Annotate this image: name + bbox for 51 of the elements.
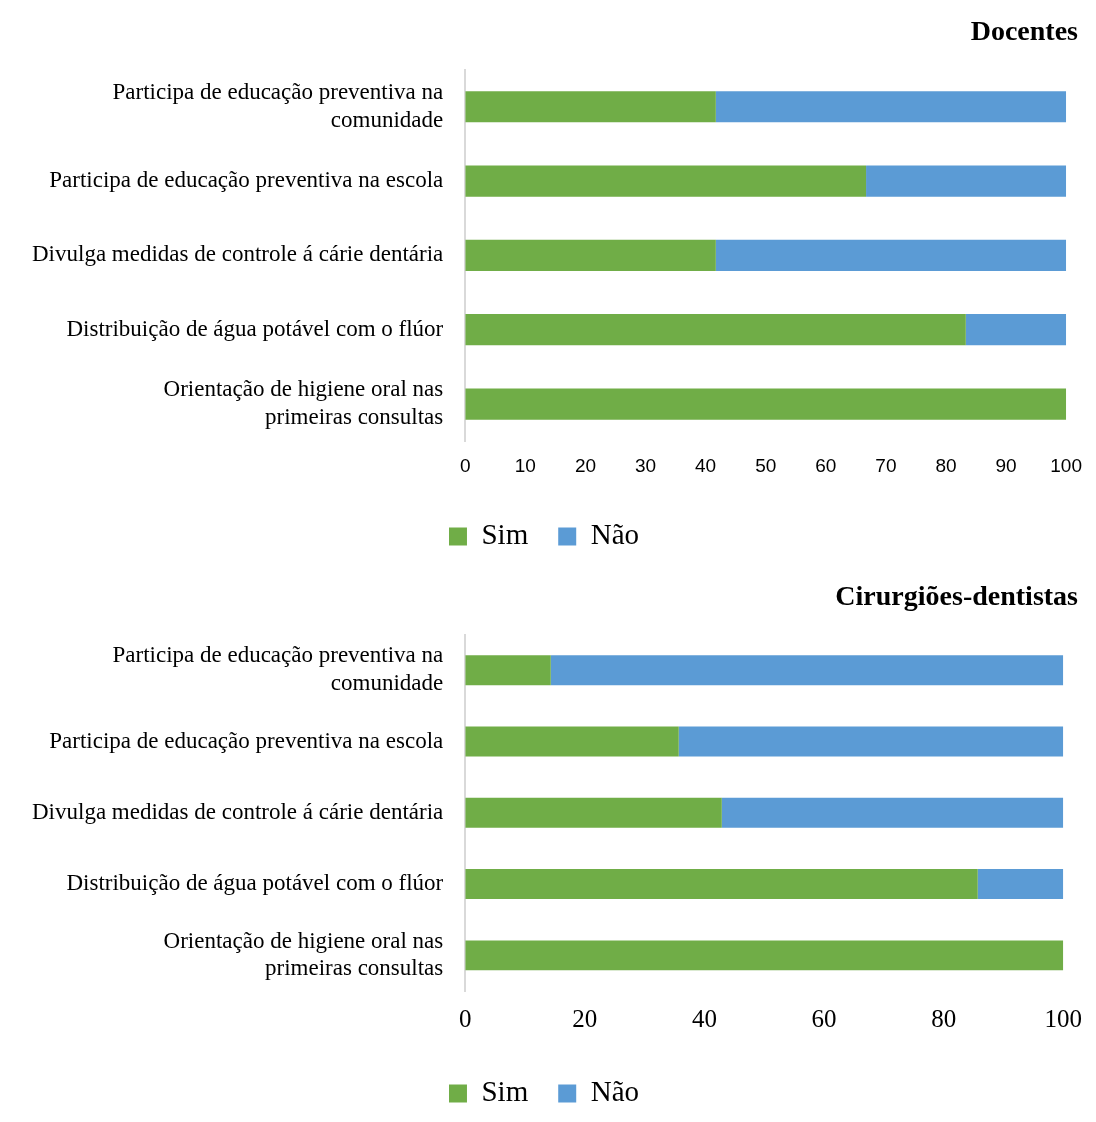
x-tick-label: 50 xyxy=(755,454,777,476)
x-tick-label: 40 xyxy=(691,1004,717,1032)
bar xyxy=(465,91,716,123)
x-tick-label: 70 xyxy=(875,454,897,476)
y-tick-label: Participa de educação preventiva na comunidade xyxy=(112,79,444,132)
bar xyxy=(465,239,716,272)
legend-label: Sim xyxy=(481,518,529,551)
legend-label: Sim xyxy=(481,1075,529,1108)
bar xyxy=(678,726,1064,757)
y-tick-label: Participa de educação preventiva na comunidade xyxy=(112,642,444,696)
x-tick-label: 90 xyxy=(995,454,1017,476)
x-tick-label: 60 xyxy=(811,1004,837,1032)
legend-label: Não xyxy=(590,518,640,551)
x-tick-label: 20 xyxy=(572,1004,598,1032)
x-tick-label: 0 xyxy=(459,454,471,476)
bar xyxy=(965,314,1067,346)
bar xyxy=(715,91,1067,123)
x-tick-label: 40 xyxy=(695,454,717,476)
legend-label: Não xyxy=(590,1075,640,1108)
bar xyxy=(465,797,722,828)
x-tick-label: 20 xyxy=(574,454,597,476)
x-tick-label: 0 xyxy=(459,1004,472,1032)
x-tick-label: 100 xyxy=(1044,1004,1082,1032)
y-tick-label: Divulga medidas de controle á cárie dentária xyxy=(31,241,444,267)
y-tick-label: Divulga medidas de controle á cárie dentária xyxy=(31,798,444,824)
x-tick-label: 100 xyxy=(1050,454,1082,476)
bar xyxy=(977,869,1064,900)
bar xyxy=(465,388,1067,420)
bar xyxy=(465,726,679,757)
bar xyxy=(715,239,1067,272)
chart-title: Docentes xyxy=(970,15,1079,47)
bar xyxy=(465,869,978,900)
y-tick-label: Orientação de higiene oral nas primeiras consultas xyxy=(163,376,444,429)
bar xyxy=(465,940,1064,971)
bar xyxy=(465,165,867,197)
x-tick-label: 80 xyxy=(935,454,957,476)
y-tick-label: Participa de educação preventiva na escola xyxy=(49,727,444,753)
bar xyxy=(550,655,1064,686)
y-tick-label: Distribuição de água potável com o flúor xyxy=(66,870,444,896)
x-tick-label: 60 xyxy=(815,454,837,476)
x-tick-label: 80 xyxy=(931,1004,957,1032)
bar xyxy=(866,165,1067,197)
bar xyxy=(465,655,551,686)
y-tick-label: Distribuição de água potável com o flúor xyxy=(66,315,444,341)
bar xyxy=(465,314,966,346)
chart-title: Cirurgiões-dentistas xyxy=(835,580,1079,612)
x-tick-label: 10 xyxy=(514,454,536,476)
y-tick-label: Participa de educação preventiva na escola xyxy=(49,167,444,193)
x-tick-label: 30 xyxy=(634,454,657,476)
bar xyxy=(721,797,1064,828)
y-tick-label: Orientação de higiene oral nas primeiras consultas xyxy=(163,927,444,981)
